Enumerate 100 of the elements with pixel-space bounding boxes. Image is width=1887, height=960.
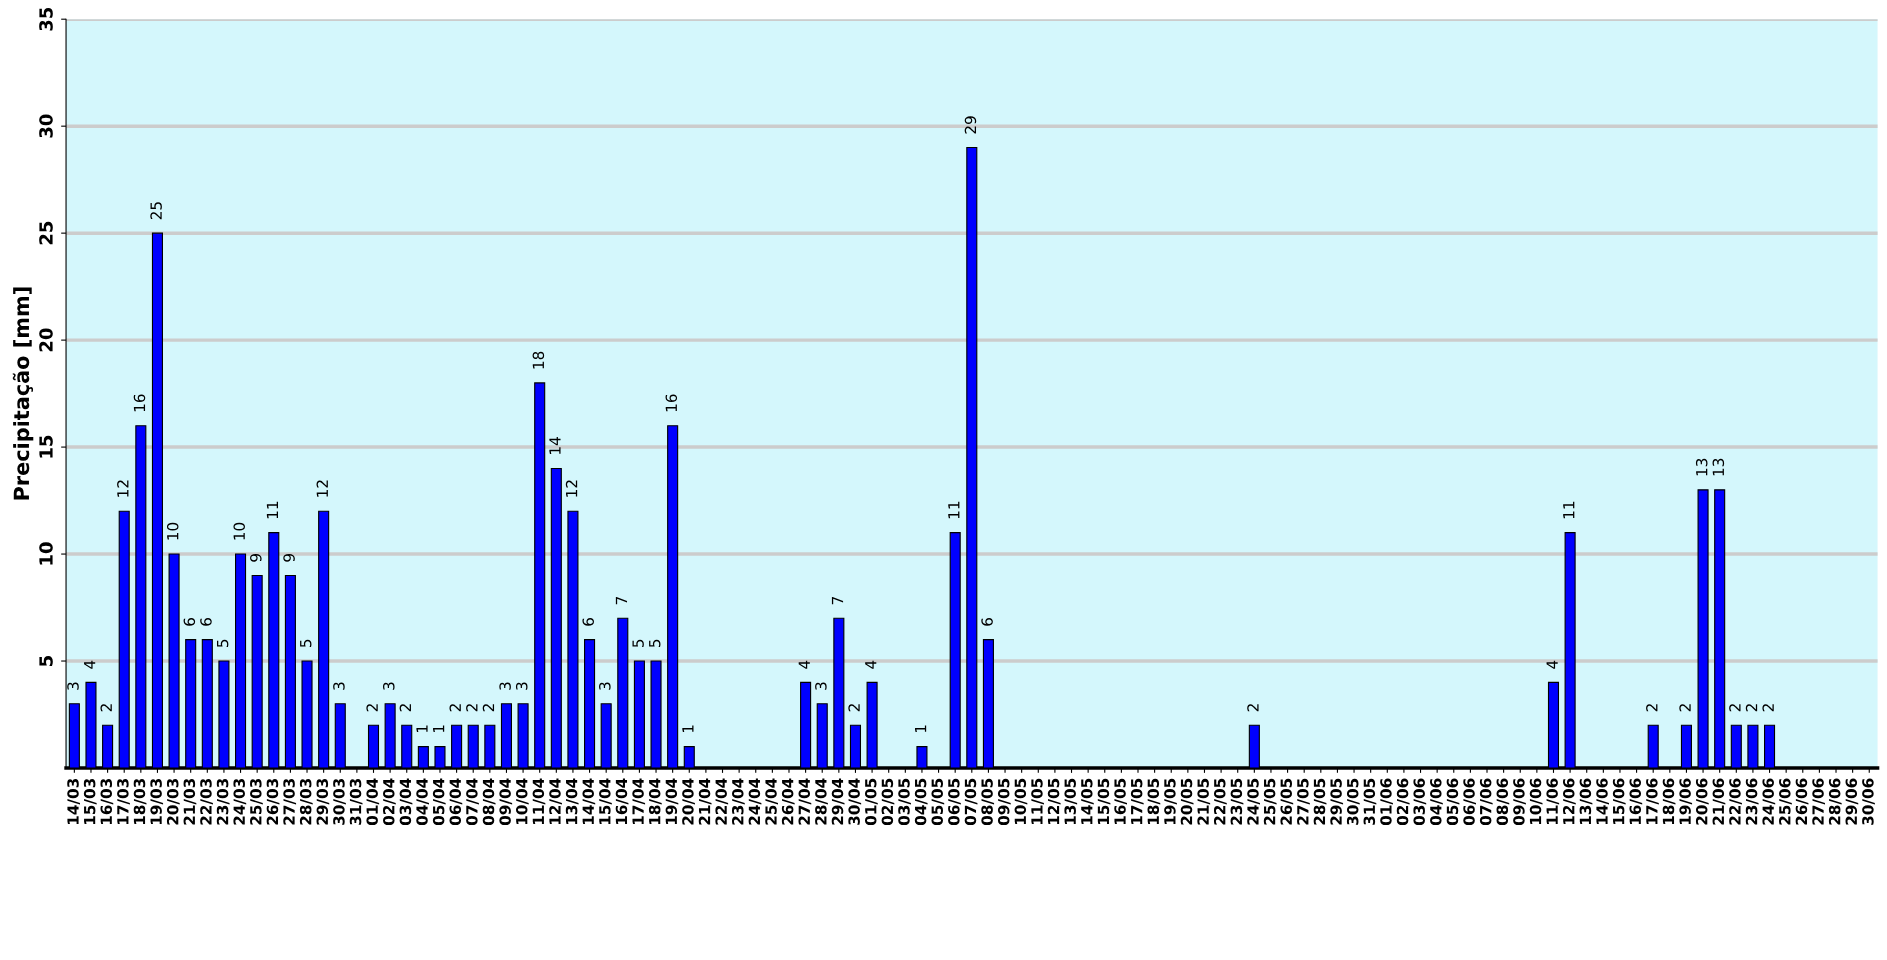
data-label: 12 bbox=[117, 480, 129, 497]
x-tick-label: 18/06 bbox=[1662, 778, 1676, 825]
x-tick-label: 22/05 bbox=[1213, 778, 1227, 825]
x-tick-label: 25/04 bbox=[765, 778, 779, 825]
x-tick-label: 23/06 bbox=[1745, 778, 1759, 825]
x-tick-label: 29/03 bbox=[316, 778, 330, 825]
data-label: 4 bbox=[1546, 660, 1558, 669]
x-tick-label: 12/04 bbox=[549, 778, 562, 825]
data-label: 3 bbox=[383, 682, 395, 690]
y-tick-label: 20 bbox=[39, 328, 53, 352]
x-tick-label: 14/06 bbox=[1596, 778, 1609, 825]
x-tick-label: 27/04 bbox=[798, 778, 812, 825]
y-tick-label: 25 bbox=[39, 221, 53, 245]
data-label: 2 bbox=[1646, 704, 1658, 712]
x-tick-label: 30/03 bbox=[333, 778, 346, 825]
x-tick-label: 29/05 bbox=[1330, 778, 1344, 825]
x-tick-label: 24/05 bbox=[1247, 778, 1260, 825]
x-tick-label: 14/03 bbox=[67, 778, 80, 825]
data-label: 5 bbox=[300, 639, 312, 648]
x-tick-label: 25/05 bbox=[1263, 778, 1277, 825]
x-tick-label: 26/06 bbox=[1795, 778, 1809, 825]
data-label: 2 bbox=[366, 704, 378, 712]
data-label: 5 bbox=[649, 639, 661, 648]
x-tick-label: 11/06 bbox=[1546, 778, 1560, 825]
x-tick-label: 18/03 bbox=[133, 778, 147, 825]
x-tick-label: 16/05 bbox=[1114, 778, 1128, 825]
x-tick-label: 19/03 bbox=[150, 778, 164, 825]
data-label: 10 bbox=[166, 522, 179, 540]
x-tick-label: 23/03 bbox=[216, 778, 230, 825]
data-label: 10 bbox=[233, 522, 245, 540]
x-tick-label: 19/04 bbox=[665, 778, 679, 825]
x-tick-label: 11/05 bbox=[1031, 778, 1044, 825]
x-tick-label: 01/05 bbox=[864, 778, 878, 826]
data-label: 2 bbox=[1762, 704, 1774, 712]
x-tick-label: 31/03 bbox=[349, 778, 363, 825]
data-label: 14 bbox=[549, 437, 561, 454]
x-tick-label: 30/06 bbox=[1862, 778, 1875, 825]
x-tick-label: 17/04 bbox=[632, 778, 646, 825]
x-tick-label: 31/05 bbox=[1363, 778, 1377, 825]
data-label: 2 bbox=[449, 704, 461, 712]
data-label: 7 bbox=[615, 596, 628, 605]
x-tick-label: 22/06 bbox=[1729, 778, 1742, 825]
data-label: 29 bbox=[964, 116, 977, 134]
x-tick-label: 09/06 bbox=[1513, 778, 1526, 826]
data-label: 18 bbox=[532, 351, 545, 369]
data-label: 4 bbox=[798, 660, 810, 669]
x-tick-label: 08/05 bbox=[981, 778, 995, 826]
data-label: 1 bbox=[416, 725, 428, 733]
x-tick-label: 29/04 bbox=[831, 778, 845, 825]
x-tick-label: 02/05 bbox=[881, 778, 895, 826]
data-label: 1 bbox=[682, 725, 694, 733]
data-label: 6 bbox=[981, 618, 993, 626]
x-tick-label: 24/06 bbox=[1762, 778, 1776, 825]
data-label: 16 bbox=[665, 394, 678, 412]
x-tick-label: 10/05 bbox=[1014, 778, 1028, 825]
x-tick-label: 28/04 bbox=[815, 778, 828, 825]
x-tick-label: 17/06 bbox=[1646, 778, 1659, 825]
y-tick-label: 10 bbox=[39, 542, 53, 565]
data-label: 12 bbox=[316, 480, 328, 497]
x-tick-label: 18/05 bbox=[1147, 778, 1161, 825]
x-tick-label: 15/03 bbox=[83, 778, 97, 825]
x-tick-label: 13/05 bbox=[1064, 778, 1078, 825]
x-tick-label: 17/03 bbox=[117, 778, 130, 825]
x-tick-label: 22/03 bbox=[200, 778, 213, 825]
data-label: 2 bbox=[848, 704, 860, 712]
x-tick-label: 16/03 bbox=[100, 778, 114, 825]
x-tick-label: 03/06 bbox=[1413, 778, 1427, 826]
y-tick-label: 5 bbox=[39, 656, 53, 666]
data-label: 4 bbox=[84, 660, 96, 669]
data-label: 7 bbox=[831, 596, 844, 605]
data-label: 2 bbox=[1247, 704, 1259, 712]
x-tick-label: 06/05 bbox=[948, 778, 961, 826]
x-tick-label: 17/05 bbox=[1130, 778, 1144, 825]
x-tick-label: 14/05 bbox=[1081, 778, 1094, 825]
x-tick-label: 19/05 bbox=[1164, 778, 1177, 825]
x-tick-label: 21/05 bbox=[1197, 778, 1211, 825]
x-tick-label: 09/04 bbox=[499, 778, 513, 826]
x-tick-label: 16/06 bbox=[1629, 778, 1643, 825]
x-tick-label: 19/06 bbox=[1679, 778, 1693, 825]
data-label: 13 bbox=[1695, 458, 1708, 476]
x-tick-label: 06/04 bbox=[449, 778, 463, 826]
x-tick-label: 04/06 bbox=[1430, 778, 1443, 826]
data-label: 6 bbox=[582, 618, 594, 626]
data-label: 6 bbox=[183, 618, 196, 626]
x-tick-label: 28/06 bbox=[1828, 778, 1842, 825]
x-tick-label: 10/06 bbox=[1529, 778, 1543, 825]
x-tick-label: 15/05 bbox=[1097, 778, 1111, 825]
data-label: 9 bbox=[250, 553, 262, 562]
x-tick-label: 28/05 bbox=[1313, 778, 1327, 825]
y-axis-title: Precipitação [mm] bbox=[12, 287, 34, 500]
y-tick-label: 35 bbox=[39, 7, 53, 31]
data-label: 12 bbox=[565, 480, 578, 497]
data-label: 16 bbox=[133, 394, 146, 412]
data-label: 11 bbox=[266, 501, 278, 519]
data-label: 4 bbox=[865, 660, 877, 669]
x-tick-label: 13/06 bbox=[1579, 778, 1593, 825]
x-tick-label: 30/04 bbox=[848, 778, 862, 825]
data-label: 2 bbox=[100, 704, 112, 712]
data-label: 11 bbox=[1563, 501, 1575, 519]
x-tick-label: 20/04 bbox=[682, 778, 695, 825]
